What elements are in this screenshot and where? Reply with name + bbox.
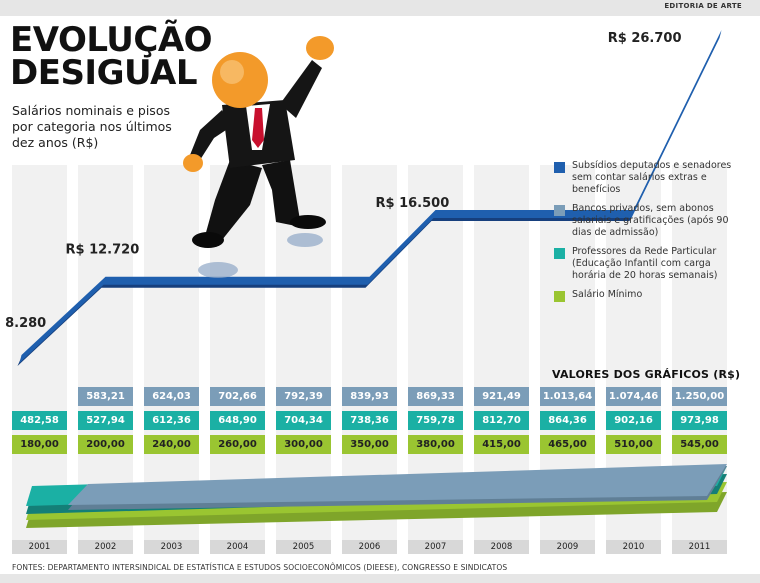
value-cell: 200,00 xyxy=(78,435,133,454)
legend-item: Subsídios deputados e senadores sem cont… xyxy=(554,160,734,196)
value-cell: 864,36 xyxy=(540,411,595,430)
year-label: 2010 xyxy=(606,540,661,554)
year-label: 2002 xyxy=(78,540,133,554)
value-cell: 648,90 xyxy=(210,411,265,430)
value-cell: 415,00 xyxy=(474,435,529,454)
arm-shape xyxy=(280,60,322,118)
value-cell: 973,98 xyxy=(672,411,727,430)
value-cell: 1.013,64 xyxy=(540,387,595,406)
legend-swatch xyxy=(554,248,565,259)
value-cell: 380,00 xyxy=(408,435,463,454)
leg-shape xyxy=(262,160,300,226)
value-cell: 869,33 xyxy=(408,387,463,406)
legend-item: Salário Mínimo xyxy=(554,289,734,302)
value-cell: 180,00 xyxy=(12,435,67,454)
values-table-title: VALORES DOS GRÁFICOS (R$) xyxy=(552,368,741,381)
value-cell: 1.074,46 xyxy=(606,387,661,406)
value-cell: 260,00 xyxy=(210,435,265,454)
value-cell: 545,00 xyxy=(672,435,727,454)
line-value-label: R$ 8.280 xyxy=(0,316,46,331)
value-cell: 300,00 xyxy=(276,435,331,454)
year-label: 2005 xyxy=(276,540,331,554)
value-cell: 240,00 xyxy=(144,435,199,454)
year-label: 2001 xyxy=(12,540,67,554)
top-bar: EDITORIA DE ARTE xyxy=(0,0,760,16)
value-cell: 624,03 xyxy=(144,387,199,406)
legend-swatch xyxy=(554,291,565,302)
value-cell: 482,58 xyxy=(12,411,67,430)
hand-shape xyxy=(183,154,203,172)
value-cell: 792,39 xyxy=(276,387,331,406)
year-label: 2003 xyxy=(144,540,199,554)
chart-subtitle: Salários nominais e pisos por categoria … xyxy=(12,103,172,150)
line-value-label: R$ 16.500 xyxy=(376,196,450,211)
year-label: 2007 xyxy=(408,540,463,554)
value-cell: 350,00 xyxy=(342,435,397,454)
bottom-bar xyxy=(0,574,760,583)
shoe-shape xyxy=(192,232,224,248)
value-cell: 704,34 xyxy=(276,411,331,430)
value-cell: 1.250,00 xyxy=(672,387,727,406)
year-label: 2011 xyxy=(672,540,727,554)
leg-shape xyxy=(205,160,262,240)
editoria-label: EDITORIA DE ARTE xyxy=(664,2,742,10)
value-cell: 465,00 xyxy=(540,435,595,454)
column-stripe xyxy=(144,165,199,540)
value-cell: 921,49 xyxy=(474,387,529,406)
legend-label: Subsídios deputados e senadores sem cont… xyxy=(572,160,732,195)
shadow-shape xyxy=(198,262,238,278)
line-value-label: R$ 12.720 xyxy=(66,243,140,258)
legend-label: Bancos privados, sem abonos salariais e … xyxy=(572,203,729,238)
column-stripe xyxy=(12,165,67,540)
value-cell: 527,94 xyxy=(78,411,133,430)
value-cell: 738,36 xyxy=(342,411,397,430)
year-label: 2008 xyxy=(474,540,529,554)
bancos-ribbon-top xyxy=(68,464,727,505)
shadow-shape xyxy=(287,233,323,247)
value-cell: 612,36 xyxy=(144,411,199,430)
legend-label: Salário Mínimo xyxy=(572,289,643,300)
businessman-illustration xyxy=(183,36,334,278)
hand-shape xyxy=(306,36,334,60)
year-label: 2004 xyxy=(210,540,265,554)
legend-swatch xyxy=(554,162,565,173)
tie-shape xyxy=(252,108,264,148)
legend-swatch xyxy=(554,205,565,216)
chart-title: EVOLUÇÃO DESIGUAL xyxy=(10,20,213,93)
column-stripe xyxy=(78,165,133,540)
line-value-label: R$ 26.700 xyxy=(608,31,682,46)
value-cell: 759,78 xyxy=(408,411,463,430)
value-cell: 839,93 xyxy=(342,387,397,406)
legend-item: Professores da Rede Particular (Educação… xyxy=(554,246,734,282)
year-label: 2009 xyxy=(540,540,595,554)
value-cell: 583,21 xyxy=(78,387,133,406)
sources-note: FONTES: DEPARTAMENTO INTERSINDICAL DE ES… xyxy=(12,563,508,572)
line-ribbon xyxy=(19,30,722,364)
legend-item: Bancos privados, sem abonos salariais e … xyxy=(554,203,734,239)
legend: Subsídios deputados e senadores sem cont… xyxy=(554,160,734,308)
value-cell: 510,00 xyxy=(606,435,661,454)
shoe-shape xyxy=(290,215,326,229)
value-cell: 812,70 xyxy=(474,411,529,430)
value-cell: 702,66 xyxy=(210,387,265,406)
legend-label: Professores da Rede Particular (Educação… xyxy=(572,246,718,281)
value-cell: 902,16 xyxy=(606,411,661,430)
year-label: 2006 xyxy=(342,540,397,554)
head-highlight xyxy=(220,60,244,84)
arm-shape xyxy=(190,110,232,160)
